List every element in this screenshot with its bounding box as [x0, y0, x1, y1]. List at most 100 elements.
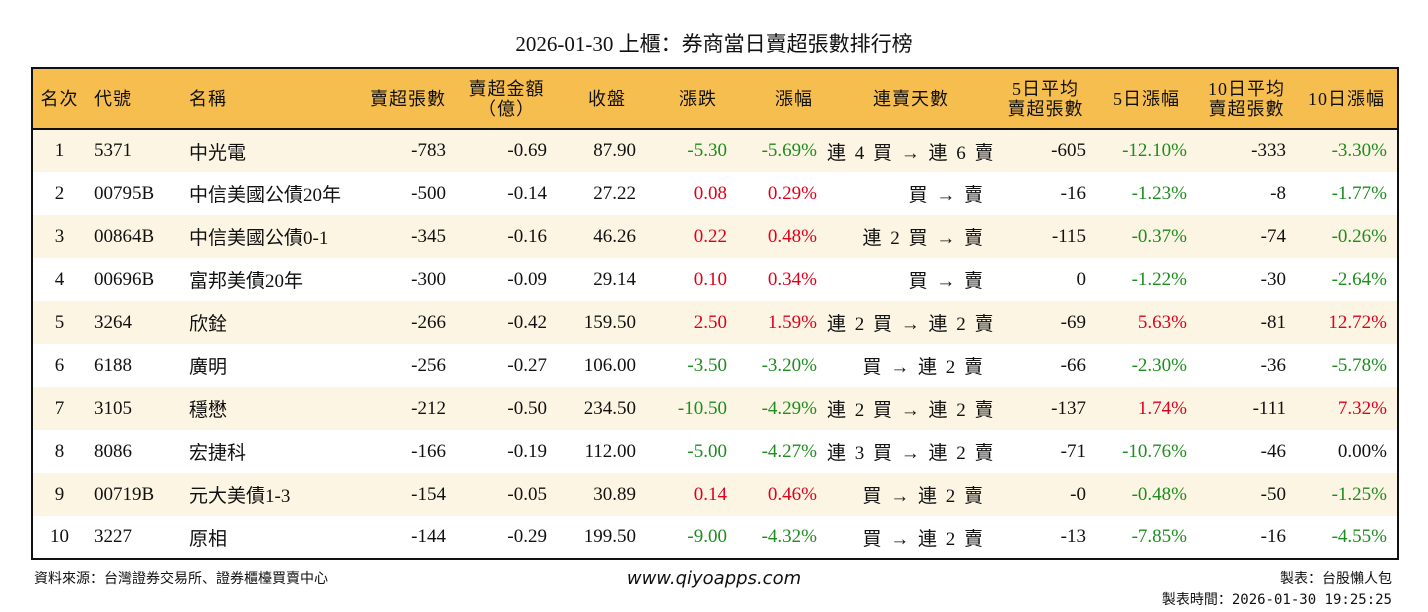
change-cell: -9.00: [687, 526, 727, 547]
pct5-cell: -12.10%: [1122, 140, 1187, 161]
rank-cell: 10: [50, 526, 69, 547]
code-cell: 00719B: [94, 483, 155, 505]
table-row: 3 00864B 中信美國公債0-1 -345 -0.16 46.26 0.22 0.48% 連…: [32, 215, 1398, 258]
streak-cell: 連 2 買 → 連 2 賣: [827, 314, 996, 335]
streak-cell: 買 → 賣: [908, 185, 985, 206]
change-pct-cell: 1.59%: [767, 311, 817, 333]
change-cell: 2.50: [693, 311, 727, 333]
avg10-cell: -8: [1270, 182, 1286, 204]
close-cell: 30.89: [593, 483, 636, 505]
pct5-cell: -10.76%: [1122, 440, 1187, 462]
close-cell: 112.00: [584, 440, 636, 462]
close-cell: 106.00: [583, 354, 636, 376]
pct10-cell: 7.32%: [1337, 397, 1387, 419]
rank-cell: 7: [54, 397, 65, 419]
code-cell: 00696B: [94, 268, 155, 290]
sell-lots-cell: -783: [411, 140, 446, 161]
close-cell: 234.50: [583, 397, 636, 419]
pct5-cell: -2.30%: [1131, 354, 1187, 376]
avg10-cell: -36: [1260, 354, 1286, 376]
change-cell: 0.08: [693, 182, 727, 204]
pct10-cell: -2.64%: [1331, 268, 1387, 290]
rank-cell: 3: [54, 225, 65, 247]
website-link[interactable]: www.qiyoapps.com: [626, 568, 802, 589]
change-pct-cell: 0.29%: [767, 182, 817, 204]
rank-cell: 6: [54, 354, 65, 376]
sell-amount-cell: -0.69: [507, 140, 547, 161]
pct5-cell: -1.23%: [1131, 182, 1187, 204]
streak-cell: 買 → 賣: [908, 271, 985, 292]
change-cell: -5.30: [687, 140, 727, 161]
header-change: 漲跌: [679, 88, 717, 109]
avg5-cell: -16: [1060, 182, 1086, 204]
name-cell: 廣明: [189, 357, 228, 378]
name-cell: 原相: [189, 528, 228, 550]
avg10-cell: -333: [1251, 140, 1286, 161]
sell-lots-cell: -256: [411, 354, 446, 376]
name-cell: 元大美債1-3: [189, 486, 291, 507]
sell-lots-cell: -212: [411, 397, 446, 419]
avg5-cell: -137: [1051, 397, 1086, 419]
page-title: 2026-01-30 上櫃：券商當日賣超張數排行榜: [515, 32, 913, 56]
sell-amount-cell: -0.09: [507, 268, 547, 290]
code-cell: 6188: [94, 354, 132, 376]
name-cell: 宏捷科: [189, 443, 247, 464]
code-cell: 00795B: [94, 182, 155, 204]
close-cell: 159.50: [583, 311, 636, 333]
change-pct-cell: 0.48%: [767, 225, 817, 247]
header-sell-amount: 賣超金額 （億）: [468, 78, 545, 119]
table-row: 2 00795B 中信美國公債20年 -500 -0.14 27.22 0.08 0.29% 買…: [32, 172, 1398, 215]
pct10-cell: 12.72%: [1328, 311, 1387, 333]
pct10-cell: -1.25%: [1331, 483, 1387, 505]
avg5-cell: -115: [1051, 225, 1086, 247]
avg5-cell: -71: [1060, 440, 1086, 462]
streak-cell: 連 2 買 → 連 2 賣: [827, 400, 996, 421]
sell-lots-cell: -144: [411, 526, 446, 547]
sell-amount-cell: -0.05: [507, 483, 547, 505]
sell-amount-cell: -0.29: [507, 526, 547, 547]
avg5-cell: -0: [1070, 483, 1086, 505]
table-row: 7 3105 穩懋 -212 -0.50 234.50 -10.50 -4.29% 連 2 買 …: [32, 387, 1398, 430]
name-cell: 欣銓: [189, 314, 228, 335]
sell-amount-cell: -0.16: [507, 225, 547, 247]
data-source: 資料來源：台灣證券交易所、證券櫃檯買賣中心: [34, 571, 328, 587]
table-row: 9 00719B 元大美債1-3 -154 -0.05 30.89 0.14 0.46% 買 →…: [32, 473, 1398, 516]
streak-cell: 連 3 買 → 連 2 賣: [827, 443, 996, 464]
header-rank: 名次: [40, 88, 79, 109]
pct5-cell: 1.74%: [1137, 397, 1187, 419]
change-pct-cell: -3.20%: [761, 354, 817, 376]
change-pct-cell: -4.27%: [761, 440, 817, 462]
pct10-cell: -0.26%: [1331, 225, 1387, 247]
ranking-table: 名次 代號 名稱 賣超張數 賣超金額 （億） 收盤 漲跌 漲幅 連賣天數 5日平…: [31, 67, 1399, 560]
generated-time: 製表時間：2026-01-30 19:25:25: [1161, 592, 1392, 608]
sell-lots-cell: -300: [411, 268, 446, 290]
close-cell: 87.90: [593, 140, 636, 161]
name-cell: 富邦美債20年: [189, 271, 304, 292]
change-cell: 0.10: [693, 268, 727, 290]
sell-amount-cell: -0.50: [507, 397, 547, 419]
header-code: 代號: [94, 88, 132, 109]
avg10-cell: -74: [1260, 225, 1286, 247]
header-name: 名稱: [189, 88, 227, 109]
code-cell: 8086: [94, 440, 132, 462]
close-cell: 199.50: [583, 526, 636, 547]
sell-amount-cell: -0.19: [507, 440, 547, 462]
rank-cell: 8: [54, 440, 65, 462]
pct10-cell: -4.55%: [1331, 526, 1387, 547]
name-cell: 穩懋: [189, 400, 228, 421]
sell-lots-cell: -500: [411, 182, 446, 204]
sell-amount-cell: -0.27: [507, 354, 547, 376]
table-row: 4 00696B 富邦美債20年 -300 -0.09 29.14 0.10 0.34% 買 →…: [32, 258, 1398, 301]
change-pct-cell: 0.46%: [767, 483, 817, 505]
avg10-cell: -30: [1260, 268, 1286, 290]
change-cell: 0.22: [693, 225, 727, 247]
avg5-cell: 0: [1076, 268, 1087, 290]
sell-lots-cell: -345: [411, 225, 446, 247]
pct10-cell: -5.78%: [1331, 354, 1387, 376]
pct5-cell: -0.48%: [1131, 483, 1187, 505]
table-row: 5 3264 欣銓 -266 -0.42 159.50 2.50 1.59% 連 2 買 → 連…: [32, 301, 1398, 344]
streak-cell: 連 4 買 → 連 6 賣: [827, 142, 996, 164]
streak-cell: 連 2 買 → 賣: [862, 228, 985, 249]
avg5-cell: -605: [1051, 140, 1086, 161]
header-close: 收盤: [588, 88, 626, 109]
